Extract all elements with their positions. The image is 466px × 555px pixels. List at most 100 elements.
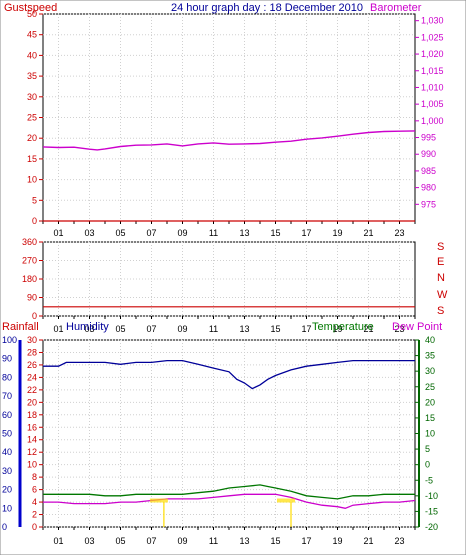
gust-tick-label: 15 xyxy=(27,154,37,164)
hour-tick-label: 19 xyxy=(332,536,342,546)
hour-tick-label: 23 xyxy=(394,228,404,238)
hour-axis-2: 01 03 05 07 09 11 13 15 17 19 21 23 xyxy=(42,316,416,334)
hour-tick-label: 01 xyxy=(53,324,63,334)
hour-tick-label: 13 xyxy=(239,228,249,238)
gust-tick-label: 30 xyxy=(27,92,37,102)
hour-tick-label: 21 xyxy=(363,228,373,238)
wind-letter-s-top: S xyxy=(437,241,444,253)
rainfall-tick-label: 8 xyxy=(32,472,37,482)
panel-humidity-temperature-series xyxy=(43,359,416,527)
humidity-tick-label: 10 xyxy=(2,503,12,513)
hour-tick-label: 11 xyxy=(209,536,218,546)
temperature-axis: -20 -15 -10 -5 0 5 10 15 20 25 30 35 40 xyxy=(415,335,438,532)
temperature-tick-label: -5 xyxy=(425,475,433,485)
humidity-tick-label: 70 xyxy=(2,391,12,401)
rainfall-tick-label: 16 xyxy=(27,422,37,432)
hour-tick-label: 21 xyxy=(363,324,373,334)
temperature-label: Temperature xyxy=(312,321,374,333)
hour-tick-label: 15 xyxy=(270,536,280,546)
hour-tick-label: 07 xyxy=(146,228,156,238)
rainfall-tick-label: 30 xyxy=(27,335,37,345)
humidity-tick-label: 30 xyxy=(2,466,12,476)
rainfall-tick-label: 14 xyxy=(27,435,37,445)
rainfall-tick-label: 10 xyxy=(27,460,37,470)
wind-letter-s-bottom: S xyxy=(437,305,444,317)
humidity-tick-label: 60 xyxy=(2,410,12,420)
gust-tick-label: 5 xyxy=(32,195,37,205)
hour-tick-label: 03 xyxy=(84,228,94,238)
hour-tick-label: 15 xyxy=(270,228,280,238)
hour-tick-label: 05 xyxy=(115,228,125,238)
barometer-tick-label: 995 xyxy=(421,133,436,143)
rainfall-tick-label: 20 xyxy=(27,397,37,407)
barometer-tick-label: 980 xyxy=(421,183,436,193)
rainfall-tick-label: 18 xyxy=(27,410,37,420)
hour-tick-label: 07 xyxy=(146,536,156,546)
hour-axis-3: 01 03 05 07 09 11 13 15 17 19 21 23 xyxy=(42,527,416,546)
barometer-tick-label: 985 xyxy=(421,166,436,176)
rainfall-tick-label: 6 xyxy=(32,485,37,495)
wind-letter-n: N xyxy=(437,272,445,284)
wind-direction-tick-label: 360 xyxy=(22,237,37,247)
rainfall-tick-label: 0 xyxy=(32,522,37,532)
rainfall-marker-band xyxy=(277,498,295,503)
gust-axis: 0 5 10 15 20 25 30 35 40 45 50 xyxy=(27,9,43,226)
rainfall-tick-label: 4 xyxy=(32,497,37,507)
barometer-tick-label: 975 xyxy=(421,199,436,209)
rainfall-tick-label: 22 xyxy=(27,385,37,395)
hour-tick-label: 15 xyxy=(270,324,280,334)
hour-tick-label: 07 xyxy=(146,324,156,334)
humidity-tick-label: 0 xyxy=(2,522,7,532)
temperature-tick-label: -20 xyxy=(425,522,438,532)
temperature-tick-label: -15 xyxy=(425,506,438,516)
humidity-tick-label: 40 xyxy=(2,447,12,457)
humidity-axis: 0 10 20 30 40 50 60 70 80 90 100 xyxy=(2,335,17,532)
hour-tick-label: 21 xyxy=(363,536,373,546)
hour-tick-label: 03 xyxy=(84,536,94,546)
temperature-tick-label: 30 xyxy=(425,366,435,376)
gust-tick-label: 20 xyxy=(27,133,37,143)
rainfall-tick-label: 24 xyxy=(27,372,37,382)
hour-tick-label: 09 xyxy=(177,324,187,334)
rainfall-tick-label: 2 xyxy=(32,510,37,520)
barometer-tick-label: 1,010 xyxy=(421,82,444,92)
wind-direction-tick-label: 270 xyxy=(22,256,37,266)
dew-point-line xyxy=(43,493,416,509)
hour-tick-label: 17 xyxy=(301,228,311,238)
hour-tick-label: 09 xyxy=(177,536,187,546)
barometer-tick-label: 1,025 xyxy=(421,32,444,42)
humidity-tick-label: 80 xyxy=(2,372,12,382)
wind-letter-w: W xyxy=(437,289,448,301)
temperature-tick-label: 0 xyxy=(425,460,430,470)
wind-direction-tick-label: 0 xyxy=(32,311,37,321)
rainfall-marker-band xyxy=(149,498,168,503)
hour-tick-label: 03 xyxy=(84,324,94,334)
gust-tick-label: 50 xyxy=(27,9,37,19)
temperature-line xyxy=(43,484,415,500)
panel-gust-barometer-series xyxy=(42,130,416,222)
humidity-tick-label: 90 xyxy=(2,354,12,364)
gust-tick-label: 25 xyxy=(27,113,37,123)
hour-tick-label: 09 xyxy=(177,228,187,238)
humidity-label: Humidity xyxy=(66,321,109,333)
graph-title: 24 hour graph day : 18 December 2010 xyxy=(171,2,363,14)
hour-tick-label: 19 xyxy=(332,324,342,334)
hour-tick-label: 13 xyxy=(239,536,249,546)
humidity-tick-label: 20 xyxy=(2,485,12,495)
barometer-tick-label: 990 xyxy=(421,149,436,159)
hour-tick-label: 17 xyxy=(301,536,311,546)
barometer-axis: 975 980 985 990 995 1,000 1,005 1,010 1,015 1,020… xyxy=(415,16,444,209)
hour-tick-label: 13 xyxy=(239,324,249,334)
temperature-tick-label: -10 xyxy=(425,491,438,501)
temperature-tick-label: 35 xyxy=(425,351,435,361)
gustspeed-label: Gustspeed xyxy=(4,2,57,14)
hour-tick-label: 23 xyxy=(394,536,404,546)
rainfall-tick-label: 26 xyxy=(27,360,37,370)
rainfall-tick-label: 28 xyxy=(27,347,37,357)
temperature-tick-label: 5 xyxy=(425,444,430,454)
